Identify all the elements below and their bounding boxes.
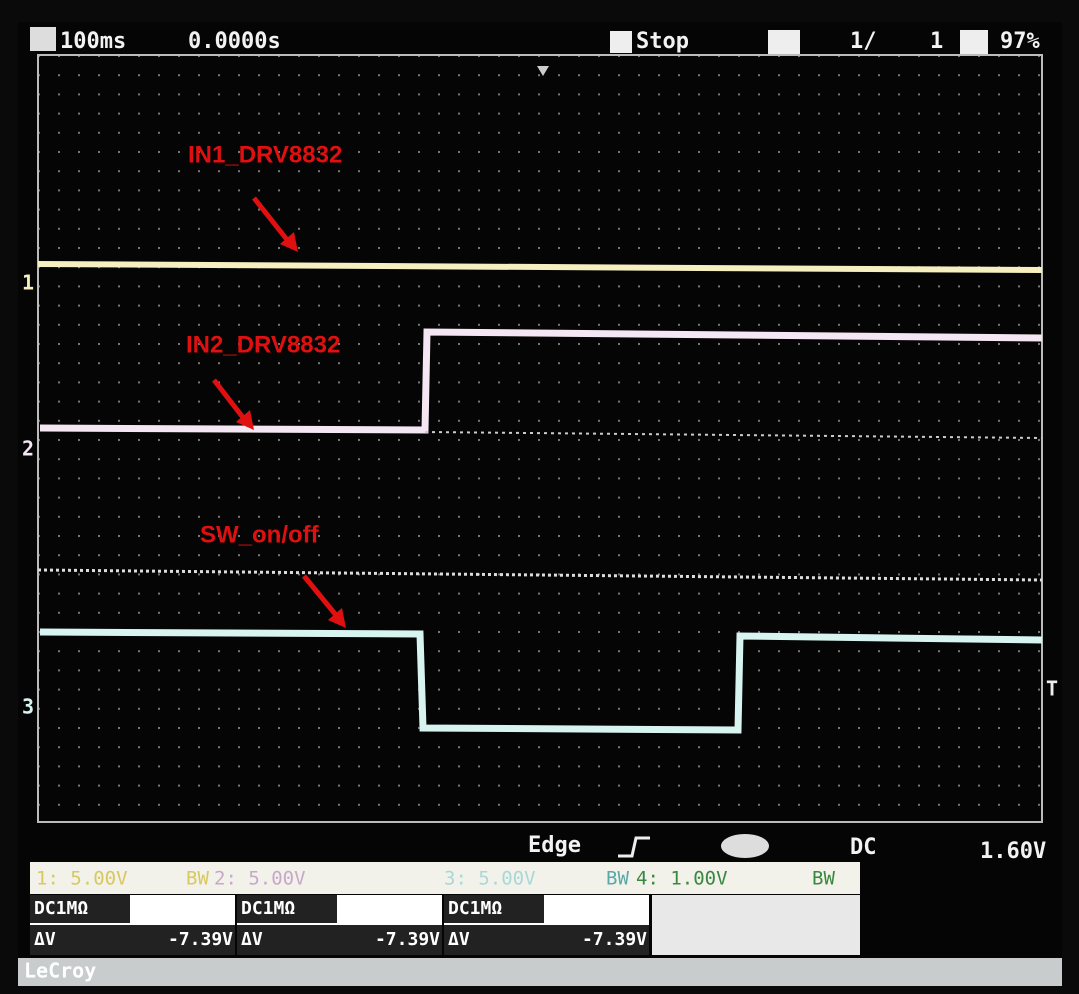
memory-icon [960, 30, 988, 56]
measure-coupling: DC1MΩ [448, 898, 502, 919]
measure-row [444, 925, 649, 955]
ch1-bw: BW [186, 868, 209, 890]
ch2-scale[interactable]: 2: 5.00V [214, 868, 306, 890]
measure-value: -7.39V [168, 929, 233, 950]
measure-head [30, 895, 130, 923]
measure-coupling: DC1MΩ [241, 898, 295, 919]
measure-head [444, 895, 544, 923]
measure-row [237, 925, 442, 955]
trigger-position [537, 66, 549, 76]
trace-ch3 [39, 628, 1043, 734]
trigger-level: 1.60V [980, 839, 1046, 864]
measure-name: ΔV [34, 929, 56, 950]
arrow-head [280, 232, 298, 252]
trace-ch2 [39, 328, 1043, 434]
arrow [302, 574, 342, 622]
measure-head [237, 895, 337, 923]
measure-value: -7.39V [375, 929, 440, 950]
memory: 97% [1000, 29, 1040, 54]
measure-coupling: DC1MΩ [34, 898, 88, 919]
timebase: 100ms [60, 29, 126, 54]
brand: LeCroy [24, 959, 96, 983]
delay: 0.0000s [188, 29, 281, 54]
acq-total: 1 [930, 29, 943, 54]
trigger-marker: T [1046, 677, 1058, 701]
ch3-marker: 3 [22, 695, 34, 719]
channel-panel [30, 862, 860, 894]
measure-row [30, 925, 235, 955]
timebase-icon [30, 27, 56, 51]
ch1-marker: 1 [22, 271, 34, 295]
arrow-head [328, 608, 346, 628]
measure-name: ΔV [448, 929, 470, 950]
status-bar [18, 958, 1062, 986]
run-state[interactable]: Stop [636, 29, 689, 54]
annotation: IN2_DRV8832 [186, 331, 340, 358]
measure-value: -7.39V [582, 929, 647, 950]
ref-line [37, 568, 1043, 582]
measurements: DC1MΩ ΔV -7.39V DC1MΩ ΔV -7.39V DC1MΩ ΔV -7.39V [30, 895, 649, 955]
ch4-scale[interactable]: 4: 1.00V [636, 868, 728, 890]
ch2-marker: 2 [22, 437, 34, 461]
empty-measure [652, 895, 860, 955]
arrow [252, 196, 294, 248]
ch3-scale[interactable]: 3: 5.00V [444, 868, 536, 890]
trigger-mode: Edge [528, 833, 581, 858]
grid [38, 55, 1042, 822]
annotation: IN1_DRV8832 [188, 141, 342, 168]
trace-ch1 [37, 261, 1043, 273]
acq-icon [768, 30, 800, 56]
acq-count: 1/ [850, 29, 877, 54]
measure-name: ΔV [241, 929, 263, 950]
arrow-head [236, 410, 254, 430]
ch2-ref [424, 431, 1043, 439]
grid-frame [37, 54, 1043, 823]
trigger-coupling: DC [850, 835, 877, 860]
channel-icon [721, 834, 769, 858]
ch1-scale[interactable]: 1: 5.00V [36, 868, 128, 890]
ch4-bw: BW [812, 868, 835, 890]
ch3-bw: BW [606, 868, 629, 890]
annotation: SW_on/off [200, 521, 320, 548]
stop-icon [610, 31, 632, 53]
edge-icon [618, 836, 650, 858]
